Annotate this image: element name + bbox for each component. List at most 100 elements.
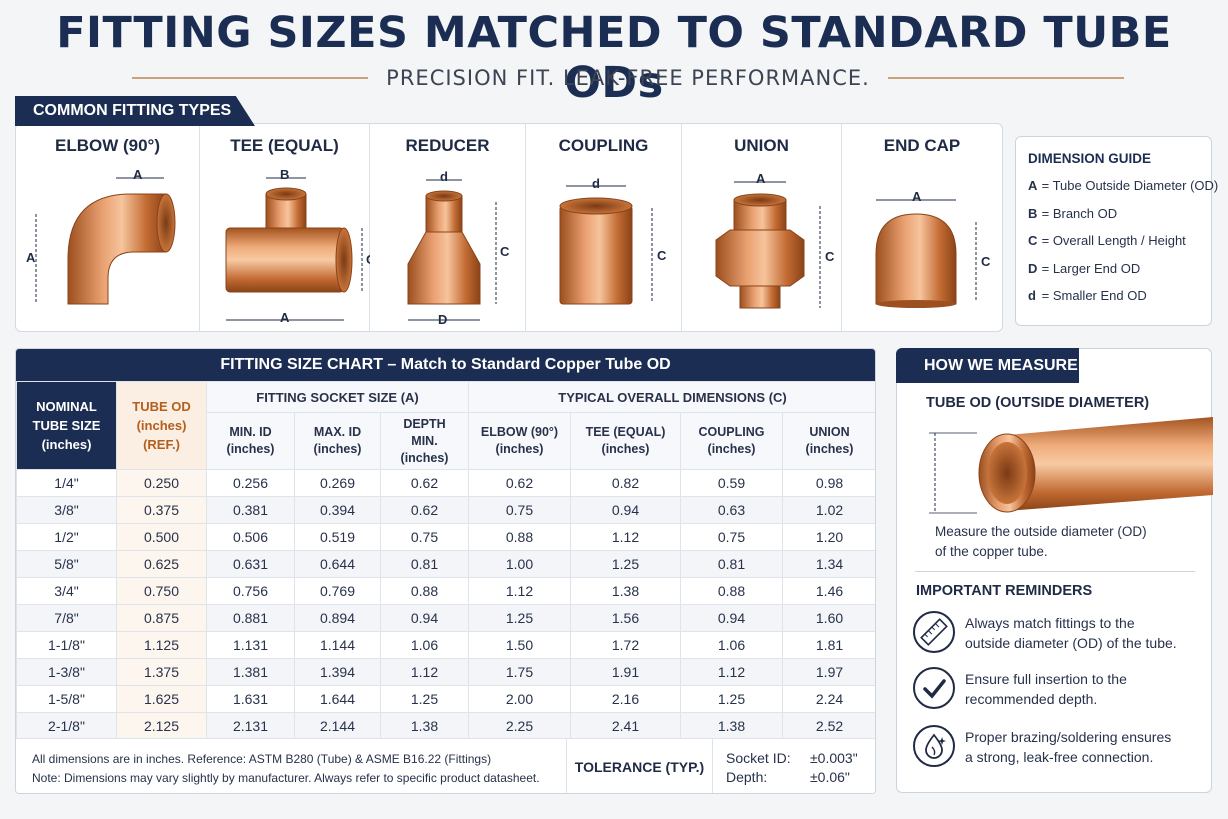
table-cell: 2.131	[206, 712, 295, 740]
table-cell: 0.88	[468, 523, 571, 551]
table-cell: 1.125	[116, 631, 207, 659]
reminder-text: Always match fittings to the outside diam…	[965, 615, 1177, 651]
chart-title: FITTING SIZE CHART – Match to Standard C…	[16, 349, 875, 381]
table-cell: 1.38	[570, 577, 681, 605]
table-cell: 0.88	[380, 577, 469, 605]
header-max-id: MAX. ID (inches)	[294, 412, 381, 470]
dim-label: C	[500, 244, 510, 259]
table-cell: 1.46	[781, 577, 875, 605]
table-row: 1-1/8" 1.125 1.131 1.144 1.06 1.50 1.72 1.06 1.8…	[16, 631, 875, 659]
table-cell: 2.16	[570, 685, 681, 713]
dim-label: C	[825, 249, 835, 264]
table-cell: 1-3/8"	[16, 658, 117, 686]
fitting-card-tee: TEE (EQUAL) B C A	[200, 124, 370, 331]
reminders-title: IMPORTANT REMINDERS	[916, 583, 1093, 599]
table-cell: 0.769	[294, 577, 381, 605]
dimension-guide: DIMENSION GUIDE A = Tube Outside Diamete…	[1015, 136, 1219, 326]
table-cell: 3/4"	[16, 577, 117, 605]
table-cell: 0.894	[294, 604, 381, 632]
guide-row: A = Tube Outside Diameter (OD)	[1028, 178, 1219, 193]
table-cell: 1.631	[206, 685, 295, 713]
table-row: 1-5/8" 1.625 1.631 1.644 1.25 2.00 2.16 1.25 2.2…	[16, 685, 875, 713]
table-cell: 1.60	[781, 604, 875, 632]
table-cell: 0.75	[380, 523, 469, 551]
table-cell: 1.97	[781, 658, 875, 686]
table-cell: 1.06	[680, 631, 783, 659]
table-cell: 0.98	[781, 469, 875, 497]
end-cap-illustration: A C	[875, 189, 991, 308]
dim-label: d	[592, 176, 600, 191]
table-cell: 0.82	[570, 469, 681, 497]
fitting-name: ELBOW (90°)	[54, 136, 161, 155]
header-elbow: ELBOW (90°) (inches)	[468, 412, 571, 470]
chart-footer: All dimensions are in inches. Reference:…	[16, 738, 875, 793]
header-union: UNION (inches)	[781, 412, 875, 470]
table-cell: 0.875	[116, 604, 207, 632]
table-cell: 1.25	[380, 685, 469, 713]
table-cell: 0.75	[680, 523, 783, 551]
section-tag: COMMON FITTING TYPES	[15, 96, 255, 126]
table-cell: 1.25	[680, 685, 783, 713]
table-cell: 1.34	[781, 550, 875, 578]
guide-title: DIMENSION GUIDE	[1028, 151, 1152, 166]
table-cell: 0.644	[294, 550, 381, 578]
table-cell: 1.394	[294, 658, 381, 686]
table-cell: 1.00	[468, 550, 571, 578]
table-cell: 1.625	[116, 685, 207, 713]
table-row: 1-3/8" 1.375 1.381 1.394 1.12 1.75 1.91 1.12 1.9…	[16, 658, 875, 686]
header-overall-group: TYPICAL OVERALL DIMENSIONS (C)	[467, 381, 875, 413]
table-cell: 0.88	[680, 577, 783, 605]
table-cell: 0.81	[380, 550, 469, 578]
guide-row: B = Branch OD	[1028, 205, 1118, 221]
header-nominal: NOMINAL TUBE SIZE (inches)	[16, 381, 117, 470]
table-cell: 0.62	[468, 469, 571, 497]
table-cell: 1.91	[570, 658, 681, 686]
guide-row: D = Larger End OD	[1028, 260, 1141, 276]
header-coupling: COUPLING (inches)	[680, 412, 783, 470]
table-cell: 0.506	[206, 523, 295, 551]
dim-label: C	[657, 248, 667, 263]
table-cell: 2.00	[468, 685, 571, 713]
reminder-item: Ensure full insertion to the recommended …	[913, 667, 1203, 711]
divider	[132, 77, 369, 79]
table-cell: 1.144	[294, 631, 381, 659]
table-cell: 0.59	[680, 469, 783, 497]
table-cell: 0.63	[680, 496, 783, 524]
dim-label: A	[26, 250, 36, 265]
table-cell: 2.24	[781, 685, 875, 713]
table-cell: 3/8"	[16, 496, 117, 524]
table-cell: 1.12	[468, 577, 571, 605]
table-cell: 1.644	[294, 685, 381, 713]
table-cell: 0.81	[680, 550, 783, 578]
table-cell: 0.881	[206, 604, 295, 632]
table-cell: 1.12	[380, 658, 469, 686]
table-cell: 5/8"	[16, 550, 117, 578]
union-illustration: A C	[715, 171, 835, 309]
page-title: FITTING SIZES MATCHED TO STANDARD TUBE O…	[56, 8, 1172, 108]
table-row: 2-1/8" 2.125 2.131 2.144 1.38 2.25 2.41 1.38 2.5…	[16, 712, 875, 740]
subtitle-row: PRECISION FIT. LEAK-FREE PERFORMANCE.	[132, 66, 1125, 90]
table-cell: 0.94	[570, 496, 681, 524]
fitting-types-panel: ELBOW (90°) A A TEE (EQUAL) B C A REDUCE…	[15, 123, 1003, 332]
table-cell: 1.81	[781, 631, 875, 659]
header-tee: TEE (EQUAL) (inches)	[570, 412, 681, 470]
table-cell: 1.06	[380, 631, 469, 659]
table-cell: 1.56	[570, 604, 681, 632]
tee-illustration: B C A	[225, 167, 370, 324]
guide-row: C = Overall Length / Height	[1028, 233, 1186, 249]
table-cell: 1.20	[781, 523, 875, 551]
fitting-card-union: UNION A C	[682, 124, 842, 331]
fitting-size-chart: FITTING SIZE CHART – Match to Standard C…	[15, 348, 876, 794]
ruler-icon	[913, 611, 955, 653]
table-cell: 0.519	[294, 523, 381, 551]
table-cell: 1.25	[468, 604, 571, 632]
table-cell: 1.38	[680, 712, 783, 740]
fitting-card-end-cap: END CAP A C	[842, 124, 1002, 331]
header-tube-od: TUBE OD (inches) (REF.)	[116, 381, 207, 470]
table-row: 5/8" 0.625 0.631 0.644 0.81 1.00 1.25 0.81 1.34	[16, 550, 875, 578]
fitting-name: END CAP	[883, 136, 961, 155]
table-cell: 0.75	[468, 496, 571, 524]
table-cell: 2.25	[468, 712, 571, 740]
coupling-illustration: d C	[559, 176, 667, 305]
table-cell: 1.50	[468, 631, 571, 659]
